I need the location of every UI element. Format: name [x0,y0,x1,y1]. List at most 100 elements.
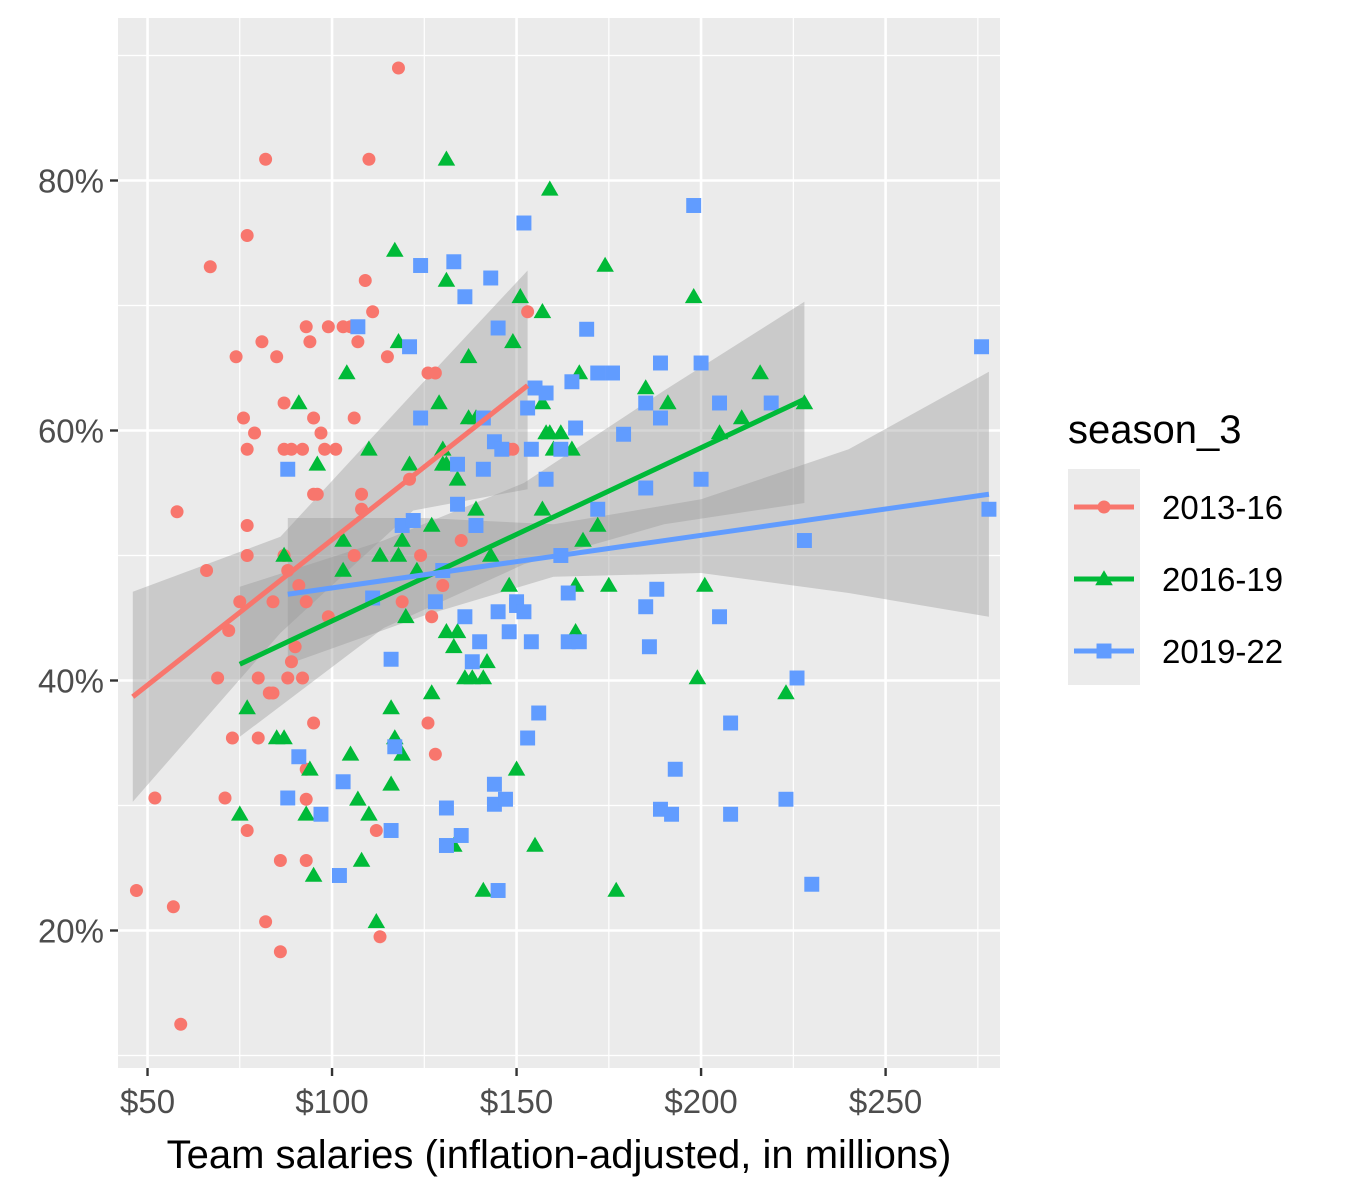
data-point [174,1017,188,1031]
data-point [288,640,302,654]
x-tick-label: $200 [664,1083,737,1120]
data-point [428,747,442,761]
data-point [335,774,351,790]
data-point [366,305,380,319]
data-point [369,824,383,837]
legend-label-2013-16: 2013-16 [1162,489,1283,526]
data-point [751,364,769,380]
data-point [360,805,378,821]
data-point [360,440,378,456]
data-point [355,487,369,501]
legend-key-marker [1096,643,1112,659]
data-point [291,749,307,765]
plot-panel [118,18,1000,1068]
data-point [437,623,456,639]
data-point [414,549,428,562]
data-point [236,411,250,425]
data-point [804,876,820,892]
data-point [170,505,184,519]
data-point [453,828,469,843]
data-point [166,900,180,914]
data-point [616,426,632,442]
data-point [511,288,529,304]
data-point [474,881,493,897]
data-point [284,442,298,456]
data-point [307,716,321,730]
data-point [397,608,415,624]
data-point [413,258,429,273]
data-point [560,585,576,601]
data-point [777,684,795,700]
data-point [296,442,310,456]
data-point [520,730,536,746]
data-point [422,516,441,532]
data-point [382,775,400,791]
data-point [266,595,280,609]
data-point [504,333,522,349]
data-point [347,411,361,425]
data-point [520,400,536,416]
data-point [371,546,389,562]
data-point [552,424,570,440]
data-point [696,576,714,592]
data-point [659,394,677,410]
data-point [281,671,295,685]
data-point [277,396,291,410]
data-point [459,348,478,364]
data-point [448,470,467,486]
data-point [688,669,707,685]
data-point [352,851,371,867]
data-point [386,241,404,257]
data-point [240,229,254,242]
data-point [422,684,441,700]
trend-line [131,383,530,699]
data-point [299,854,313,867]
data-point [362,152,376,166]
data-point [380,350,394,364]
data-point [506,442,520,456]
data-point [273,945,287,959]
data-point [200,564,214,577]
legend-title: season_3 [1068,408,1241,452]
data-point [338,364,356,380]
y-tick-label: 80% [38,163,104,200]
confidence-band [287,371,989,665]
data-point [445,638,463,654]
data-point [590,365,606,381]
data-point [240,824,254,837]
data-point [347,549,361,562]
data-point [222,624,236,637]
data-point [367,913,386,929]
data-point [541,180,559,196]
data-point [382,699,400,715]
data-point [275,546,293,562]
data-point [240,519,254,532]
data-point [600,576,618,592]
data-point [472,634,488,650]
data-point [373,930,387,944]
data-point [304,866,323,882]
data-point [486,776,502,792]
data-point [438,838,454,853]
data-point [490,320,506,336]
data-point [450,456,465,472]
data-point [564,374,580,390]
data-point [203,260,217,274]
legend-label-2016-19: 2016-19 [1162,561,1283,598]
data-point [638,480,654,496]
x-tick-label: $150 [480,1083,553,1120]
data-point [389,546,408,562]
legend-key-marker [1097,500,1111,514]
data-point [446,254,462,270]
data-point [270,350,284,364]
trend-line [287,491,990,597]
x-axis: $50 $100 $150 $200 $250 [120,1068,922,1120]
data-point [387,739,403,755]
y-tick-label: 40% [38,663,104,700]
data-point [211,671,225,685]
data-point [667,761,683,777]
data-point [533,303,552,319]
data-point [310,487,324,501]
data-point [541,424,559,440]
